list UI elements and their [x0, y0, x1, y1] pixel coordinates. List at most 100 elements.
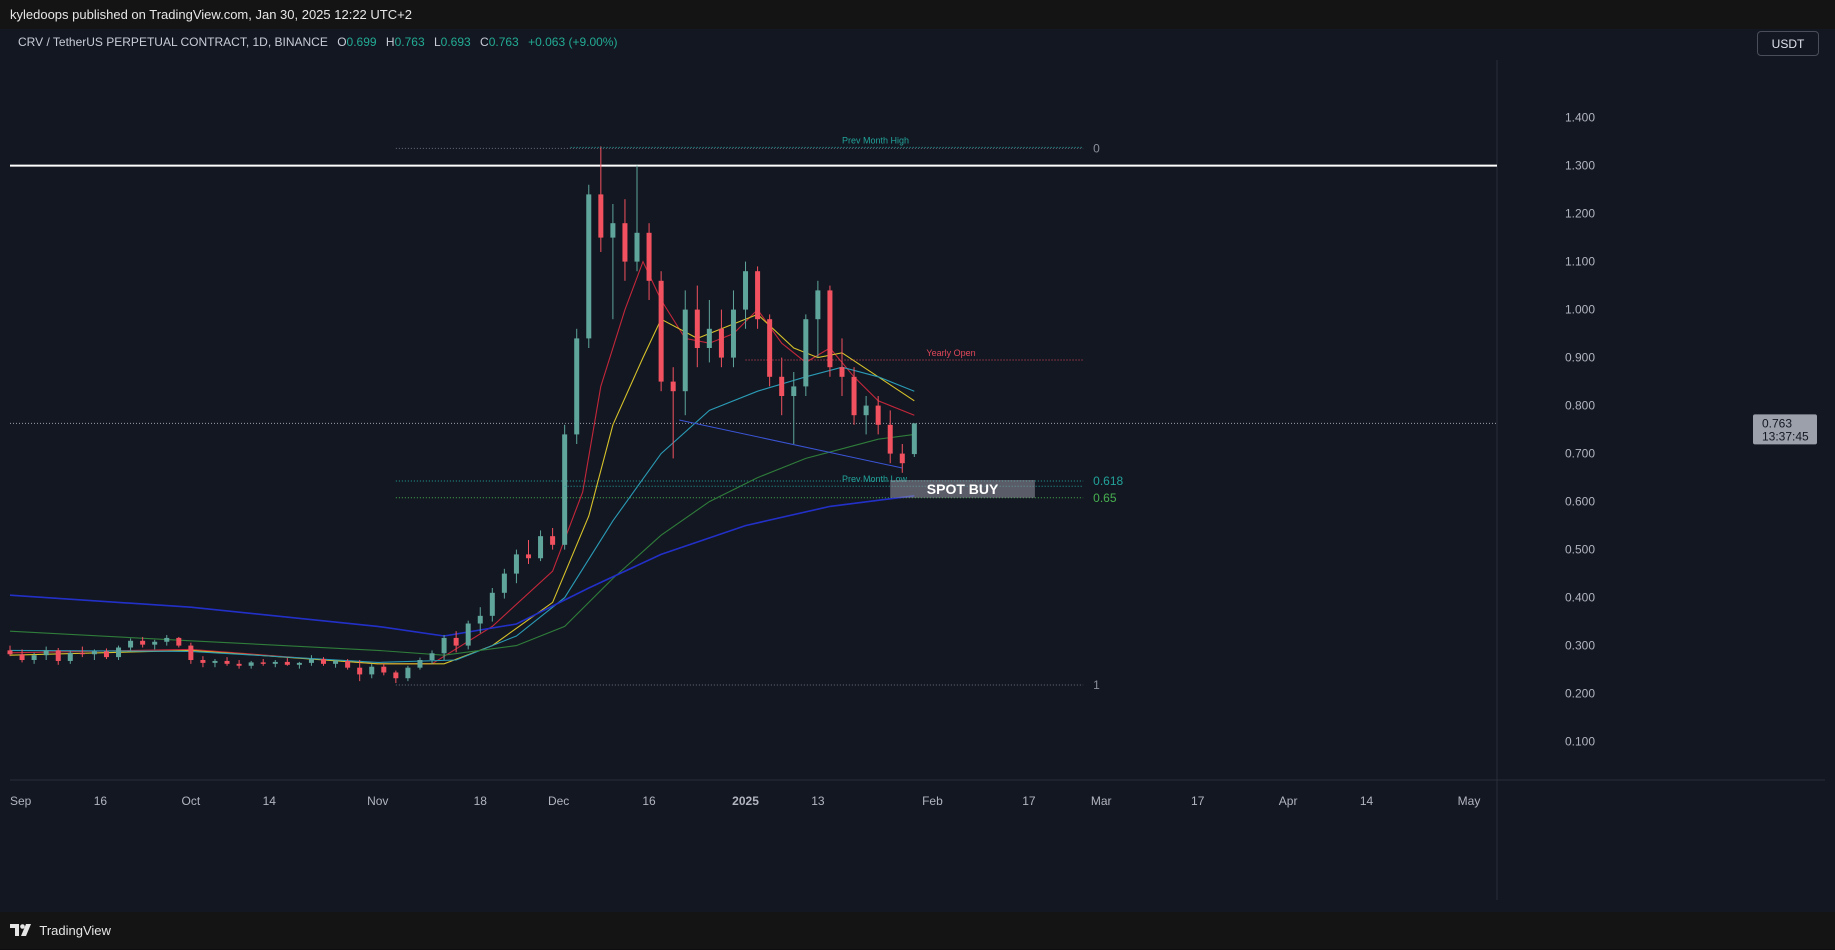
moving-average-line-3: [9, 433, 915, 656]
candle-body-46: [562, 434, 568, 545]
tradingview-logo-icon: [10, 913, 32, 950]
candle-body-4: [55, 650, 61, 661]
y-tick-label-12: 0.200: [1565, 687, 1595, 701]
x-tick-label-10: Feb: [922, 794, 943, 808]
candle-body-60: [730, 309, 736, 358]
candle-body-52: [634, 232, 640, 262]
x-tick-label-3: 14: [263, 794, 277, 808]
x-tick-label-13: 17: [1191, 794, 1205, 808]
x-tick-label-9: 13: [811, 794, 825, 808]
candle-body-74: [899, 453, 905, 464]
open-value: 0.699: [346, 35, 377, 49]
x-tick-label-2: Oct: [182, 794, 201, 808]
candle-body-30: [369, 666, 375, 675]
candle-body-65: [791, 386, 797, 396]
candle-body-35: [429, 653, 435, 660]
candle-body-22: [272, 661, 278, 664]
candle-body-41: [501, 573, 507, 593]
candle-body-50: [610, 223, 616, 238]
trend-line: [679, 419, 903, 469]
symbol-title: CRV / TetherUS PERPETUAL CONTRACT, 1D, B…: [18, 35, 328, 49]
candle-body-73: [887, 424, 893, 454]
change-value: +0.063 (+9.00%): [528, 35, 618, 49]
spot-buy-box: [890, 480, 1035, 498]
candle-body-9: [116, 647, 122, 658]
candle-body-67: [815, 290, 821, 320]
candle-body-10: [128, 640, 134, 648]
candle-body-58: [706, 328, 712, 348]
candle-body-0: [7, 650, 13, 655]
candle-body-24: [296, 662, 302, 665]
x-tick-label-0: Sep: [10, 794, 32, 808]
y-tick-label-5: 0.900: [1565, 351, 1595, 365]
x-tick-label-11: 17: [1022, 794, 1036, 808]
y-tick-label-11: 0.300: [1565, 639, 1595, 653]
footer-brand: TradingView: [39, 923, 111, 938]
x-tick-label-12: Mar: [1091, 794, 1112, 808]
candle-body-18: [224, 660, 230, 664]
candle-body-71: [863, 405, 869, 416]
candle-body-39: [477, 615, 483, 624]
y-tick-label-3: 1.100: [1565, 255, 1595, 269]
annotation-label-2: Prev Month Low: [842, 474, 908, 484]
high-value: 0.763: [394, 35, 425, 49]
candle-body-42: [513, 554, 519, 574]
x-tick-label-7: 16: [642, 794, 656, 808]
candle-body-62: [755, 271, 761, 320]
annotation-label-1: Yearly Open: [926, 348, 975, 358]
candle-body-37: [453, 637, 459, 646]
currency-selector-button[interactable]: USDT: [1757, 31, 1819, 56]
candle-body-1: [19, 654, 25, 660]
candle-body-53: [646, 232, 652, 281]
candle-body-55: [670, 381, 676, 392]
candle-body-13: [164, 637, 170, 642]
moving-average-line-4: [9, 495, 915, 637]
candle-body-2: [31, 655, 37, 660]
candle-body-72: [875, 405, 881, 425]
candle-body-36: [441, 637, 447, 654]
candle-body-14: [176, 637, 182, 646]
candle-body-15: [188, 645, 194, 660]
annotation-label-0: Prev Month High: [842, 135, 909, 145]
candle-body-38: [465, 623, 471, 646]
close-value: 0.763: [488, 35, 519, 49]
candle-body-28: [345, 660, 351, 668]
low-label: L: [433, 35, 441, 49]
candle-body-25: [308, 659, 314, 663]
candle-body-47: [574, 338, 580, 435]
candle-body-34: [417, 660, 423, 668]
spot-buy-label: SPOT BUY: [927, 481, 999, 497]
open-label: O: [337, 35, 347, 49]
candle-body-69: [839, 367, 845, 377]
publish-line: kyledoops published on TradingView.com, …: [10, 7, 412, 22]
candle-body-68: [827, 290, 833, 368]
candle-body-11: [140, 640, 146, 645]
price-chart[interactable]: 0 0.618 0.65 1 Prev Month High Yearly Open Pr…: [0, 0, 1835, 912]
candle-body-59: [718, 328, 724, 358]
y-tick-label-0: 1.400: [1565, 111, 1595, 125]
candle-body-20: [248, 662, 254, 666]
x-tick-label-15: 14: [1360, 794, 1374, 808]
moving-average-line-2: [9, 366, 915, 663]
candle-body-33: [405, 667, 411, 679]
candle-body-49: [598, 194, 604, 238]
candle-body-64: [779, 376, 785, 396]
y-tick-label-1: 1.300: [1565, 159, 1595, 173]
candle-body-51: [622, 223, 628, 262]
x-tick-label-16: May: [1458, 794, 1481, 808]
symbol-legend: CRV / TetherUS PERPETUAL CONTRACT, 1D, B…: [18, 35, 617, 49]
y-tick-label-4: 1.000: [1565, 303, 1595, 317]
candle-body-26: [321, 659, 327, 664]
moving-average-line-1: [9, 313, 915, 665]
y-tick-label-10: 0.400: [1565, 591, 1595, 605]
candle-body-31: [381, 666, 387, 673]
candle-body-44: [538, 536, 544, 559]
y-tick-label-13: 0.100: [1565, 735, 1595, 749]
high-label: H: [385, 35, 395, 49]
candle-body-40: [489, 592, 495, 616]
candle-body-43: [525, 554, 531, 559]
y-tick-label-6: 0.800: [1565, 399, 1595, 413]
chart-pane[interactable]: [10, 29, 1825, 912]
footer-bar: TradingView: [0, 912, 1835, 949]
